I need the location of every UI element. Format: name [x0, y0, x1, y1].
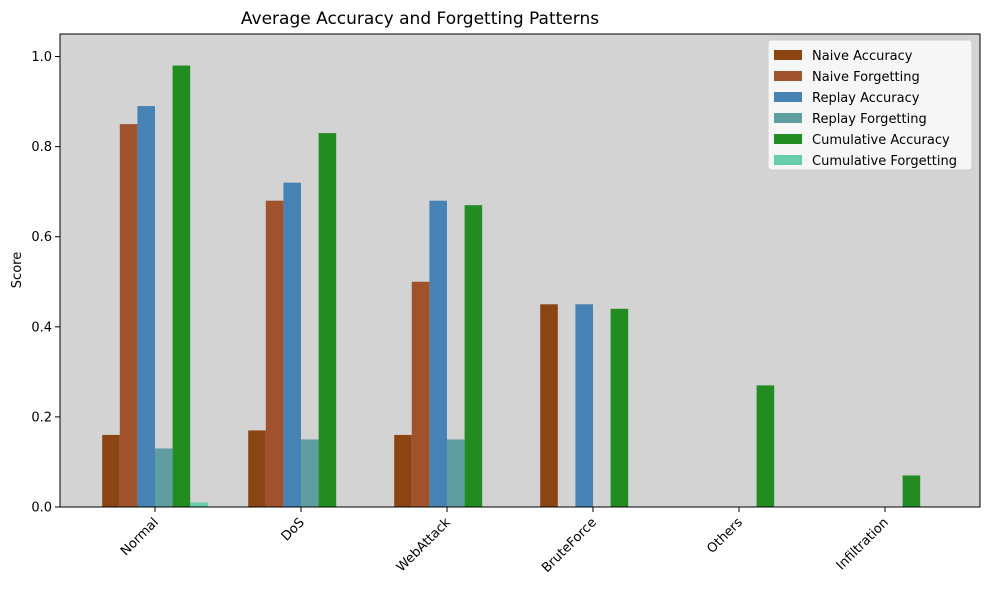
y-axis-label: Score [10, 252, 25, 288]
bar-naive-forgetting-dos [265, 200, 284, 507]
legend-label: Cumulative Accuracy [812, 133, 950, 148]
bar-cumulative-accuracy-bruteforce [610, 308, 629, 507]
y-tick-label: 0.0 [31, 501, 52, 516]
bar-cumulative-accuracy-dos [318, 133, 337, 507]
bar-cumulative-forgetting-normal [190, 502, 208, 507]
bar-replay-accuracy-dos [283, 182, 301, 507]
legend-swatch [774, 113, 802, 123]
x-tick-label: Infiltration [834, 515, 892, 573]
x-tick-label: DoS [279, 515, 308, 544]
x-tick-label: WebAttack [394, 515, 454, 575]
legend-swatch [774, 50, 802, 60]
bar-cumulative-accuracy-infiltration [902, 475, 921, 507]
bar-cumulative-accuracy-others [756, 385, 775, 507]
y-tick-label: 1.0 [31, 50, 52, 65]
y-tick-label: 0.2 [31, 410, 52, 425]
y-axis: 0.0 0.2 0.4 0.6 0.8 1.0 [31, 50, 60, 516]
x-tick-label: Normal [118, 515, 162, 559]
bar-naive-accuracy-webattack [394, 434, 412, 507]
legend-label: Cumulative Forgetting [812, 154, 957, 169]
bar-naive-forgetting-webattack [411, 281, 430, 507]
bar-replay-accuracy-webattack [429, 200, 447, 507]
bar-naive-accuracy-bruteforce [540, 304, 558, 507]
y-tick-label: 0.8 [31, 140, 52, 155]
bars-group [102, 65, 921, 507]
bar-naive-accuracy-normal [102, 434, 120, 507]
legend-swatch [774, 71, 802, 81]
legend-swatch [774, 134, 802, 144]
legend-swatch [774, 92, 802, 102]
bar-replay-forgetting-webattack [447, 439, 465, 507]
legend-label: Naive Accuracy [812, 49, 913, 64]
bar-naive-forgetting-normal [119, 124, 138, 507]
chart-title: Average Accuracy and Forgetting Patterns [241, 9, 599, 29]
legend-label: Naive Forgetting [812, 70, 920, 85]
legend-swatch [774, 155, 802, 165]
legend-label: Replay Accuracy [812, 91, 920, 106]
bar-replay-forgetting-normal [155, 448, 173, 507]
x-tick-label: Others [704, 515, 746, 557]
x-axis: Normal DoS WebAttack BruteForce Others Infilt… [118, 507, 892, 576]
y-tick-label: 0.4 [31, 320, 52, 335]
bar-naive-accuracy-dos [248, 430, 266, 507]
legend-label: Replay Forgetting [812, 112, 927, 127]
bar-replay-accuracy-bruteforce [575, 304, 593, 507]
y-tick-label: 0.6 [31, 230, 52, 245]
x-tick-label: BruteForce [539, 515, 600, 576]
legend: Naive Accuracy Naive Forgetting Replay Acc… [767, 39, 973, 171]
plot-frame [59, 33, 981, 508]
bar-cumulative-accuracy-webattack [464, 205, 483, 507]
bar-replay-accuracy-normal [137, 106, 155, 507]
legend-box [767, 39, 973, 171]
bar-replay-forgetting-dos [301, 439, 319, 507]
bar-cumulative-accuracy-normal [172, 65, 191, 507]
